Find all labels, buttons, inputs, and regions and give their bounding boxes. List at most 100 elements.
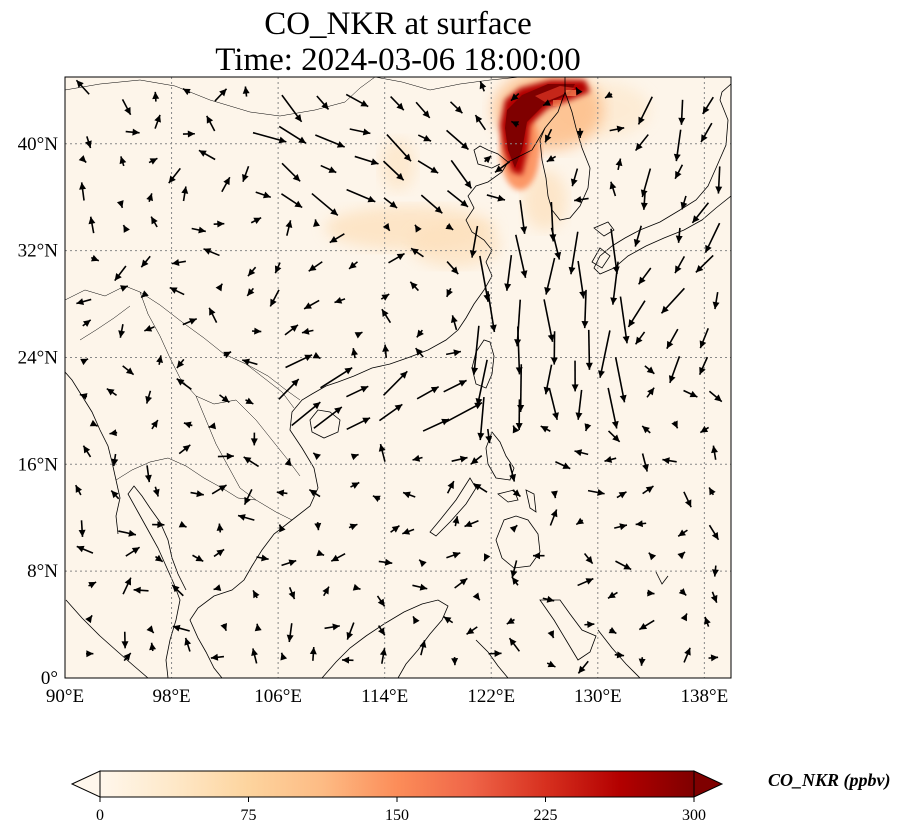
wind-vector (140, 290, 149, 299)
wind-vector (510, 92, 520, 102)
wind-vector (145, 390, 153, 404)
wind-vector (446, 261, 459, 275)
wind-vector (549, 509, 558, 526)
wind-vector (382, 370, 408, 396)
wind-vector (678, 99, 686, 125)
wind-vector (473, 482, 488, 493)
wind-vector (314, 522, 322, 531)
wind-vector (198, 149, 216, 161)
wind-vector (550, 227, 562, 260)
wind-vector (378, 443, 386, 462)
x-tick-label: 106°E (254, 686, 302, 707)
wind-vector (191, 226, 206, 234)
wind-vector (386, 134, 412, 162)
wind-vector (119, 156, 127, 167)
wind-vector (634, 134, 649, 152)
wind-vector (154, 554, 164, 563)
wind-vector (76, 545, 94, 554)
wind-vector (208, 422, 217, 430)
wind-vector (581, 289, 589, 329)
wind-vector (280, 193, 303, 209)
wind-vector (324, 623, 340, 631)
wind-vector (674, 256, 686, 274)
wind-vector (79, 182, 87, 201)
wind-vector (547, 630, 555, 639)
latitude-axis: 0° 8°N 16°N 24°N 32°N 40°N (18, 134, 59, 689)
wind-vector (346, 622, 355, 640)
wind-vector (515, 399, 523, 431)
wind-vector (614, 357, 627, 403)
wind-vector (445, 223, 454, 231)
wind-vector (254, 623, 262, 632)
wind-vector (607, 430, 621, 443)
colorbar-tick-label: 225 (534, 807, 558, 824)
wind-vector (469, 225, 479, 258)
wind-vector (704, 616, 711, 627)
wind-vector (446, 288, 453, 298)
wind-vector (111, 453, 119, 467)
wind-vector (446, 480, 455, 494)
wind-vector (668, 356, 681, 384)
wind-vector (446, 551, 461, 559)
wind-vector (247, 266, 257, 277)
wind-vector (140, 255, 151, 268)
wind-vector (627, 300, 646, 328)
wind-vector (242, 86, 250, 97)
wind-vector (376, 595, 386, 607)
wind-vector (252, 131, 287, 144)
wind-vector (350, 481, 360, 489)
wind-vector (487, 291, 497, 333)
wind-vector (445, 349, 462, 357)
wind-vector (354, 155, 379, 166)
wind-vector (256, 554, 269, 562)
wind-vector (334, 296, 346, 304)
wind-vector (330, 552, 346, 562)
wind-vector (242, 165, 250, 183)
wind-vector (412, 583, 428, 591)
wind-vector (383, 197, 398, 209)
wind-vector (121, 99, 132, 116)
wind-vector (648, 552, 657, 561)
wind-vector (660, 287, 685, 314)
wind-vector (708, 524, 720, 541)
wind-vector (708, 487, 716, 496)
wind-vector (214, 88, 228, 102)
wind-vector (82, 319, 92, 327)
wind-vector (575, 389, 583, 420)
wind-vector (75, 79, 90, 95)
wind-vector (410, 247, 424, 258)
wind-vector (168, 167, 181, 184)
x-tick-label: 122°E (467, 686, 515, 707)
wind-vector (683, 647, 691, 663)
wind-vector (485, 428, 493, 444)
wind-vector (577, 577, 594, 587)
wind-vector (506, 617, 515, 625)
wind-vector (508, 637, 521, 652)
wind-vector (422, 418, 450, 432)
wind-vector (190, 490, 204, 498)
y-tick-label: 16°N (18, 454, 59, 475)
wind-vector (346, 417, 371, 431)
wind-vector (677, 529, 688, 537)
wind-vector (666, 328, 679, 350)
wind-vector (171, 259, 186, 266)
colorbar-max-extension (693, 770, 724, 798)
wind-vector (288, 586, 296, 600)
wind-vector (208, 307, 218, 324)
colorbar-gradient (99, 770, 695, 798)
wind-vector (486, 194, 506, 202)
wind-vector (342, 656, 354, 664)
wind-vector (284, 458, 292, 466)
x-tick-label: 90°E (46, 686, 84, 707)
wind-vector (250, 432, 258, 446)
wind-vector (575, 517, 585, 526)
wind-vector (576, 128, 584, 138)
wind-vector (571, 360, 579, 392)
wind-vector (452, 516, 460, 527)
y-tick-label: 0° (41, 668, 58, 689)
wind-vector (354, 331, 363, 339)
wind-vector (673, 129, 682, 162)
colorbar-tick-label: 150 (385, 807, 409, 824)
wind-vector (313, 406, 343, 429)
wind-vector (450, 159, 473, 189)
